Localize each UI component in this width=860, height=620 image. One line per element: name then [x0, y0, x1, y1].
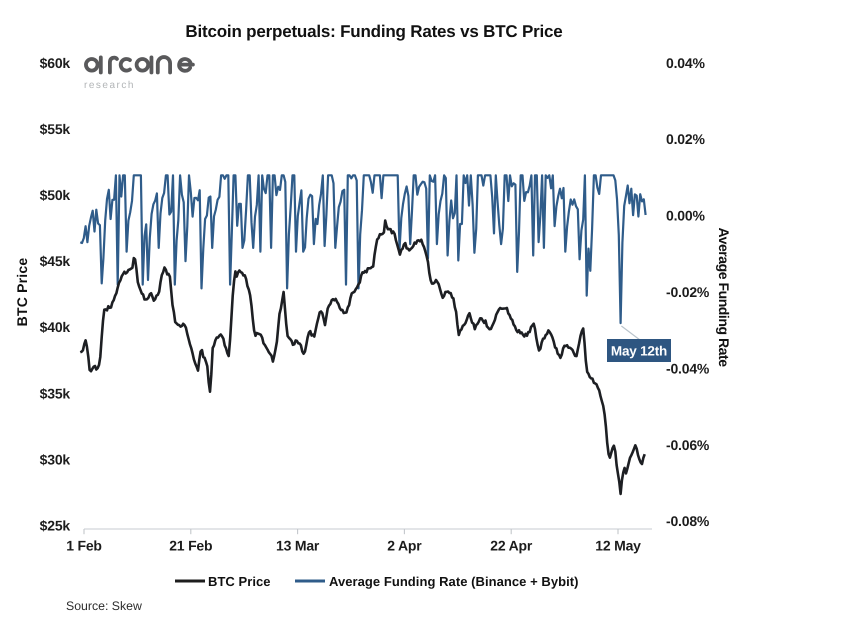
svg-text:Source: Skew: Source: Skew: [66, 599, 142, 613]
svg-text:$25k: $25k: [40, 518, 71, 534]
svg-text:BTC Price: BTC Price: [208, 574, 271, 589]
svg-text:-0.06%: -0.06%: [666, 437, 710, 453]
svg-text:Bitcoin perpetuals: Funding Ra: Bitcoin perpetuals: Funding Rates vs BTC…: [185, 22, 562, 41]
svg-text:$40k: $40k: [40, 319, 71, 335]
svg-text:$60k: $60k: [40, 55, 71, 71]
svg-text:22 Apr: 22 Apr: [490, 538, 533, 554]
svg-text:-0.02%: -0.02%: [666, 284, 710, 300]
svg-text:May 12th: May 12th: [611, 344, 667, 359]
svg-text:-0.08%: -0.08%: [666, 513, 710, 529]
svg-text:13 Mar: 13 Mar: [276, 538, 320, 554]
svg-text:12 May: 12 May: [595, 538, 641, 554]
svg-text:2 Apr: 2 Apr: [387, 538, 422, 554]
svg-text:$50k: $50k: [40, 187, 71, 203]
svg-text:Average Funding Rate (Binance: Average Funding Rate (Binance + Bybit): [329, 574, 579, 589]
svg-text:0.00%: 0.00%: [666, 208, 705, 224]
svg-text:0.04%: 0.04%: [666, 55, 705, 71]
svg-text:$45k: $45k: [40, 253, 71, 269]
svg-text:0.02%: 0.02%: [666, 131, 705, 147]
svg-text:$55k: $55k: [40, 121, 71, 137]
svg-text:$30k: $30k: [40, 451, 71, 467]
svg-text:21 Feb: 21 Feb: [169, 538, 212, 554]
svg-text:-0.04%: -0.04%: [666, 360, 710, 376]
svg-text:$35k: $35k: [40, 385, 71, 401]
svg-text:Average Funding Rate: Average Funding Rate: [716, 227, 732, 367]
svg-text:research: research: [84, 80, 135, 91]
svg-text:1 Feb: 1 Feb: [66, 538, 102, 554]
svg-text:BTC Price: BTC Price: [14, 258, 30, 327]
